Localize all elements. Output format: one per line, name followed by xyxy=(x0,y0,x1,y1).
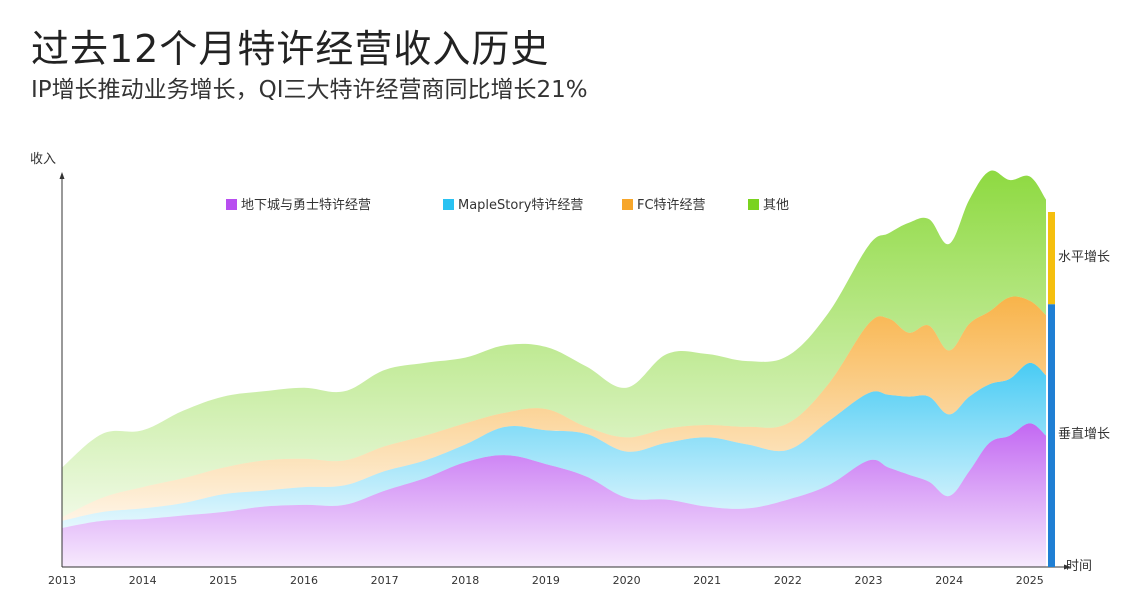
area-fc xyxy=(62,296,1046,521)
x-tick-label: 2024 xyxy=(935,574,963,587)
x-tick-label: 2017 xyxy=(371,574,399,587)
legend-swatch xyxy=(443,199,454,210)
area-series-group xyxy=(62,170,1046,567)
area-maplestory xyxy=(62,362,1046,528)
x-tick-label: 2023 xyxy=(855,574,883,587)
legend: 地下城与勇士特许经营 MapleStory特许经营 FC特许经营 其他 xyxy=(226,198,789,213)
legend-swatch xyxy=(226,199,237,210)
legend-label: MapleStory特许经营 xyxy=(458,198,583,213)
x-tick-label: 2014 xyxy=(129,574,157,587)
area-other xyxy=(62,170,1046,518)
legend-item: FC特许经营 xyxy=(622,198,706,213)
x-tick-label: 2020 xyxy=(613,574,641,587)
annotation-label: 垂直增长 xyxy=(1058,427,1110,442)
annotation-bar xyxy=(1048,212,1055,305)
annotation-label: 水平增长 xyxy=(1058,250,1110,265)
area-dnf xyxy=(62,423,1046,567)
legend-label: 地下城与勇士特许经营 xyxy=(241,198,371,213)
x-tick-label: 2018 xyxy=(451,574,479,587)
x-tick-label: 2019 xyxy=(532,574,560,587)
x-tick-labels: 2013 2014 2015 2016 2017 2018 2019 2020 2021 2022… xyxy=(48,574,1044,587)
x-axis-label: 时间 xyxy=(1066,559,1092,574)
legend-item: 其他 xyxy=(748,198,789,213)
chart-title: 过去12个月特许经营收入历史 xyxy=(31,27,550,71)
x-tick-label: 2021 xyxy=(693,574,721,587)
axes-group: 收入 时间 xyxy=(30,152,1092,574)
legend-item: MapleStory特许经营 xyxy=(443,198,583,213)
annotation-bar xyxy=(1048,304,1055,567)
x-tick-label: 2016 xyxy=(290,574,318,587)
y-axis-label: 收入 xyxy=(30,152,56,167)
x-tick-label: 2015 xyxy=(209,574,237,587)
x-tick-label: 2013 xyxy=(48,574,76,587)
legend-item: 地下城与勇士特许经营 xyxy=(226,198,371,213)
x-tick-label: 2025 xyxy=(1016,574,1044,587)
legend-label: 其他 xyxy=(763,198,789,213)
x-axis-arrow-icon xyxy=(1064,564,1071,570)
legend-swatch xyxy=(748,199,759,210)
x-tick-label: 2022 xyxy=(774,574,802,587)
y-axis-arrow-icon xyxy=(59,172,65,179)
legend-label: FC特许经营 xyxy=(637,198,706,213)
legend-swatch xyxy=(622,199,633,210)
chart-subtitle: IP增长推动业务增长，QI三大特许经营商同比增长21% xyxy=(31,77,588,103)
